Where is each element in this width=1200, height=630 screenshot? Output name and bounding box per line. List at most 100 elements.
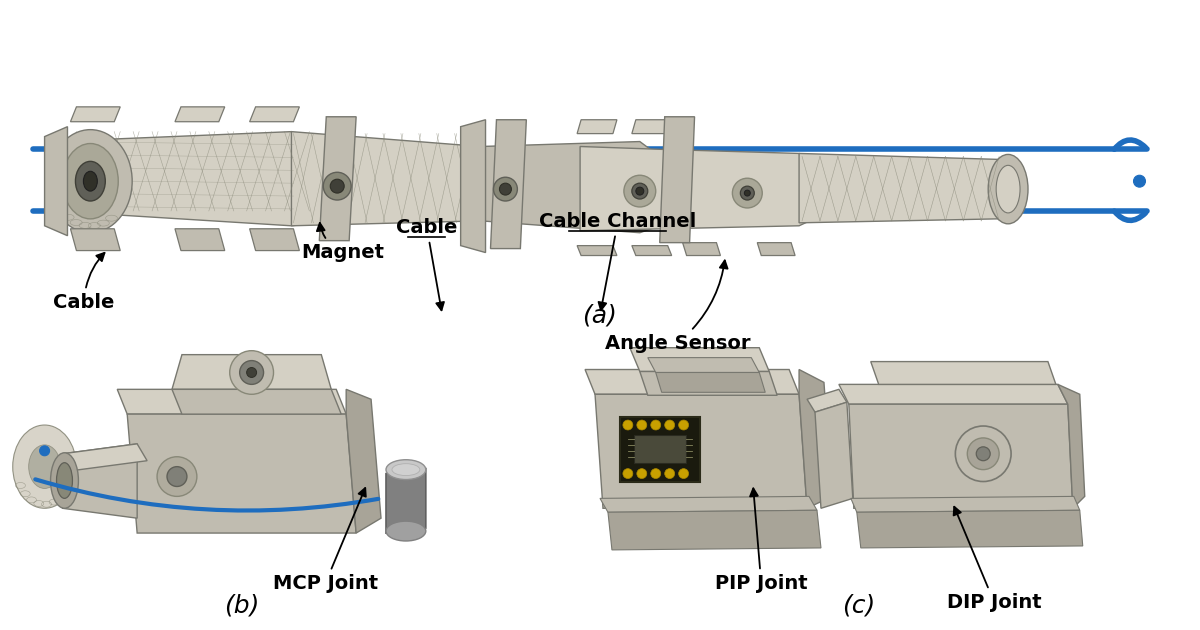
Circle shape (623, 469, 632, 479)
Polygon shape (851, 496, 1080, 512)
Polygon shape (630, 348, 769, 372)
Polygon shape (319, 117, 356, 241)
Text: (c): (c) (842, 593, 876, 617)
Polygon shape (1058, 384, 1085, 508)
Ellipse shape (29, 445, 60, 488)
Circle shape (623, 420, 632, 430)
Polygon shape (175, 107, 224, 122)
Text: PIP Joint: PIP Joint (715, 488, 808, 593)
Circle shape (247, 367, 257, 377)
Polygon shape (799, 154, 1008, 223)
Circle shape (636, 187, 643, 195)
Circle shape (967, 438, 1000, 469)
Polygon shape (480, 142, 660, 232)
Polygon shape (586, 370, 799, 394)
Polygon shape (640, 372, 778, 395)
Polygon shape (808, 389, 847, 412)
Polygon shape (648, 358, 760, 372)
Ellipse shape (988, 154, 1028, 224)
Polygon shape (62, 444, 137, 518)
Text: Angle Sensor: Angle Sensor (605, 260, 750, 353)
Circle shape (732, 178, 762, 208)
Polygon shape (71, 107, 120, 122)
Circle shape (665, 420, 674, 430)
Polygon shape (346, 389, 382, 533)
Polygon shape (577, 246, 617, 256)
Polygon shape (386, 469, 426, 533)
Polygon shape (839, 384, 1068, 404)
Polygon shape (172, 355, 331, 389)
Circle shape (167, 467, 187, 486)
Circle shape (679, 469, 689, 479)
Circle shape (955, 426, 1012, 481)
Polygon shape (62, 444, 148, 471)
Polygon shape (660, 117, 695, 243)
Ellipse shape (996, 165, 1020, 213)
Ellipse shape (386, 521, 426, 541)
Polygon shape (683, 243, 720, 256)
Text: (a): (a) (582, 303, 618, 327)
Polygon shape (491, 120, 527, 249)
Polygon shape (655, 372, 766, 392)
Polygon shape (632, 120, 672, 134)
Text: Cable: Cable (396, 218, 457, 311)
Ellipse shape (48, 130, 132, 232)
Polygon shape (461, 120, 486, 253)
Circle shape (744, 190, 750, 196)
Polygon shape (577, 120, 617, 134)
Circle shape (493, 177, 517, 201)
Polygon shape (175, 229, 224, 251)
Polygon shape (595, 394, 808, 508)
Circle shape (240, 360, 264, 384)
Ellipse shape (62, 144, 119, 219)
Polygon shape (71, 229, 120, 251)
Text: Cable: Cable (53, 253, 115, 312)
Text: (b): (b) (224, 593, 259, 617)
Polygon shape (871, 362, 1056, 384)
Ellipse shape (76, 161, 106, 201)
Ellipse shape (392, 464, 420, 476)
Circle shape (632, 183, 648, 199)
Circle shape (330, 179, 344, 193)
Circle shape (157, 457, 197, 496)
Circle shape (650, 469, 661, 479)
Text: Magnet: Magnet (301, 223, 385, 262)
Polygon shape (118, 389, 346, 414)
Polygon shape (250, 229, 299, 251)
Circle shape (499, 183, 511, 195)
Polygon shape (44, 127, 67, 236)
Circle shape (977, 447, 990, 461)
Polygon shape (292, 132, 491, 226)
Circle shape (637, 469, 647, 479)
Circle shape (1134, 175, 1146, 187)
Circle shape (665, 469, 674, 479)
Text: DIP Joint: DIP Joint (947, 507, 1042, 612)
Ellipse shape (50, 453, 78, 508)
Text: Cable Channel: Cable Channel (539, 212, 696, 311)
Polygon shape (580, 147, 679, 231)
Polygon shape (857, 510, 1082, 548)
Ellipse shape (56, 462, 72, 498)
Text: MCP Joint: MCP Joint (272, 488, 378, 593)
Polygon shape (632, 246, 672, 256)
Polygon shape (848, 404, 1073, 508)
Ellipse shape (13, 425, 77, 508)
Polygon shape (799, 370, 832, 508)
Bar (634, 435, 685, 462)
Polygon shape (172, 389, 341, 414)
Polygon shape (600, 496, 817, 512)
Polygon shape (250, 107, 299, 122)
Circle shape (624, 175, 655, 207)
Circle shape (323, 172, 352, 200)
Polygon shape (757, 243, 796, 256)
Polygon shape (665, 149, 814, 229)
Polygon shape (608, 510, 821, 550)
Circle shape (740, 186, 755, 200)
Ellipse shape (84, 171, 97, 191)
Ellipse shape (386, 460, 426, 479)
Circle shape (40, 446, 49, 455)
Polygon shape (815, 402, 853, 508)
Polygon shape (53, 132, 331, 226)
Bar (620, 417, 700, 481)
Circle shape (637, 420, 647, 430)
